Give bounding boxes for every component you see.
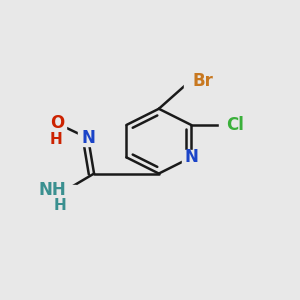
Text: N: N xyxy=(184,148,198,166)
Text: Br: Br xyxy=(193,72,214,90)
Bar xyxy=(50,185,76,200)
Text: N: N xyxy=(81,129,95,147)
Text: NH: NH xyxy=(38,181,66,199)
Bar xyxy=(48,116,66,131)
Bar xyxy=(184,74,210,88)
Text: O: O xyxy=(50,115,64,133)
Bar xyxy=(78,131,98,146)
Text: H: H xyxy=(53,198,66,213)
Bar xyxy=(182,150,200,165)
Bar xyxy=(219,118,246,132)
Text: Cl: Cl xyxy=(226,116,244,134)
Text: H: H xyxy=(50,132,62,147)
